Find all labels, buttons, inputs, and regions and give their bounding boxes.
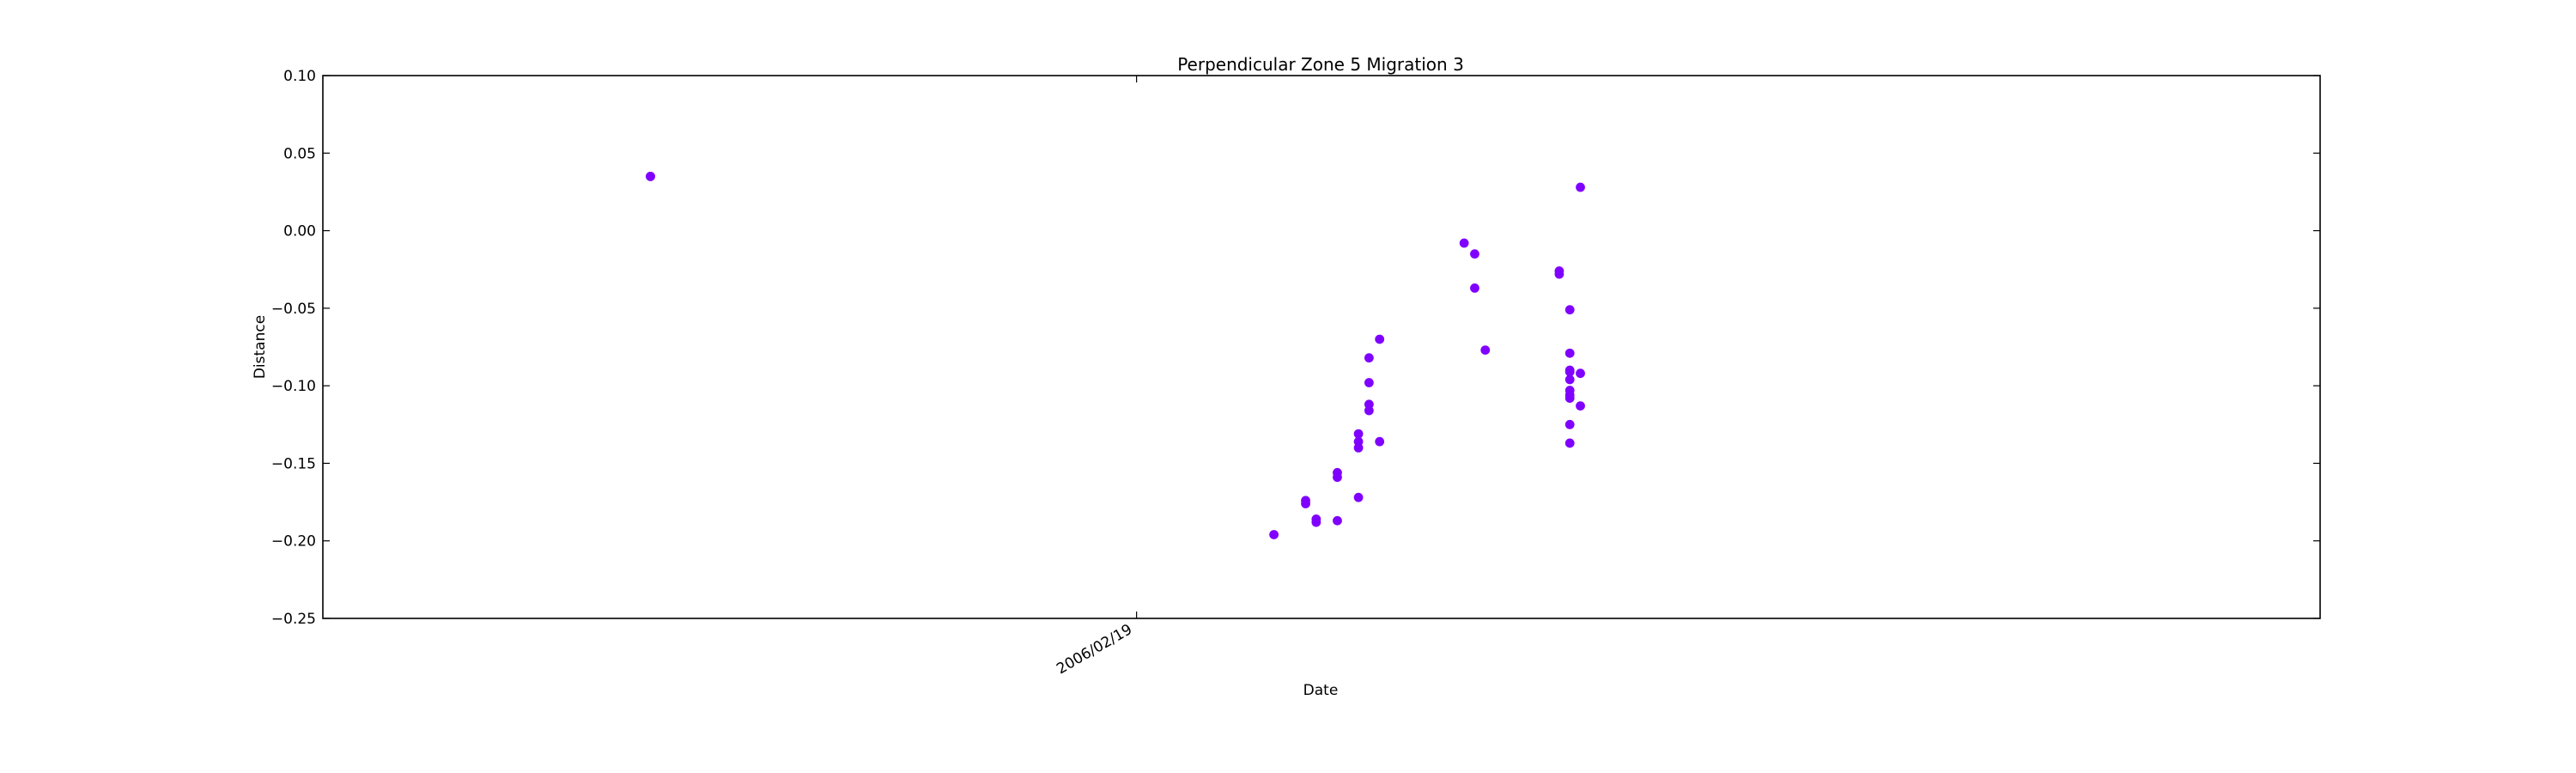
data-point bbox=[1564, 419, 1575, 429]
y-axis: −0.25 −0.20 −0.15 −0.10 −0.05 0.00 0.05 0.10 bbox=[271, 68, 2320, 628]
data-point bbox=[1564, 305, 1575, 315]
data-point bbox=[1375, 334, 1385, 344]
data-point bbox=[1269, 530, 1279, 539]
data-point bbox=[1554, 269, 1564, 279]
y-tick-label: −0.25 bbox=[271, 611, 316, 628]
data-point bbox=[1470, 283, 1479, 293]
data-point bbox=[1364, 353, 1374, 363]
y-tick-label: −0.05 bbox=[271, 301, 316, 318]
data-point bbox=[1480, 345, 1491, 356]
data-point bbox=[1564, 367, 1575, 377]
x-axis-label: Date bbox=[1303, 682, 1339, 699]
y-tick-label: −0.15 bbox=[271, 455, 316, 472]
data-point bbox=[1459, 238, 1469, 248]
y-tick-label: −0.20 bbox=[271, 533, 316, 551]
data-point bbox=[1353, 492, 1364, 502]
data-point bbox=[1564, 438, 1575, 448]
plot-area bbox=[322, 75, 2321, 619]
y-tick-label: 0.00 bbox=[283, 223, 316, 240]
data-point bbox=[1364, 405, 1374, 416]
data-point bbox=[1576, 182, 1585, 192]
data-point bbox=[1576, 401, 1585, 411]
x-tick-label: 2006/02/19 bbox=[1054, 621, 1135, 678]
y-tick-label: 0.10 bbox=[283, 68, 316, 85]
data-point bbox=[1564, 374, 1575, 385]
data-point bbox=[1311, 517, 1321, 527]
data-point bbox=[1564, 348, 1575, 358]
data-point bbox=[1333, 472, 1342, 483]
data-points bbox=[646, 171, 1585, 539]
data-point bbox=[1301, 498, 1310, 508]
data-point bbox=[1375, 436, 1385, 447]
data-point bbox=[1353, 442, 1364, 453]
data-point bbox=[1364, 378, 1374, 387]
chart-title: Perpendicular Zone 5 Migration 3 bbox=[1177, 54, 1464, 75]
data-point bbox=[1470, 249, 1479, 259]
data-point bbox=[1564, 393, 1575, 403]
data-point bbox=[1576, 368, 1585, 379]
data-point bbox=[1333, 515, 1342, 526]
y-tick-label: −0.10 bbox=[271, 378, 316, 395]
y-tick-label: 0.05 bbox=[283, 145, 316, 162]
y-axis-label: Distance bbox=[252, 315, 269, 379]
data-point bbox=[1353, 429, 1364, 439]
data-point bbox=[646, 171, 655, 181]
